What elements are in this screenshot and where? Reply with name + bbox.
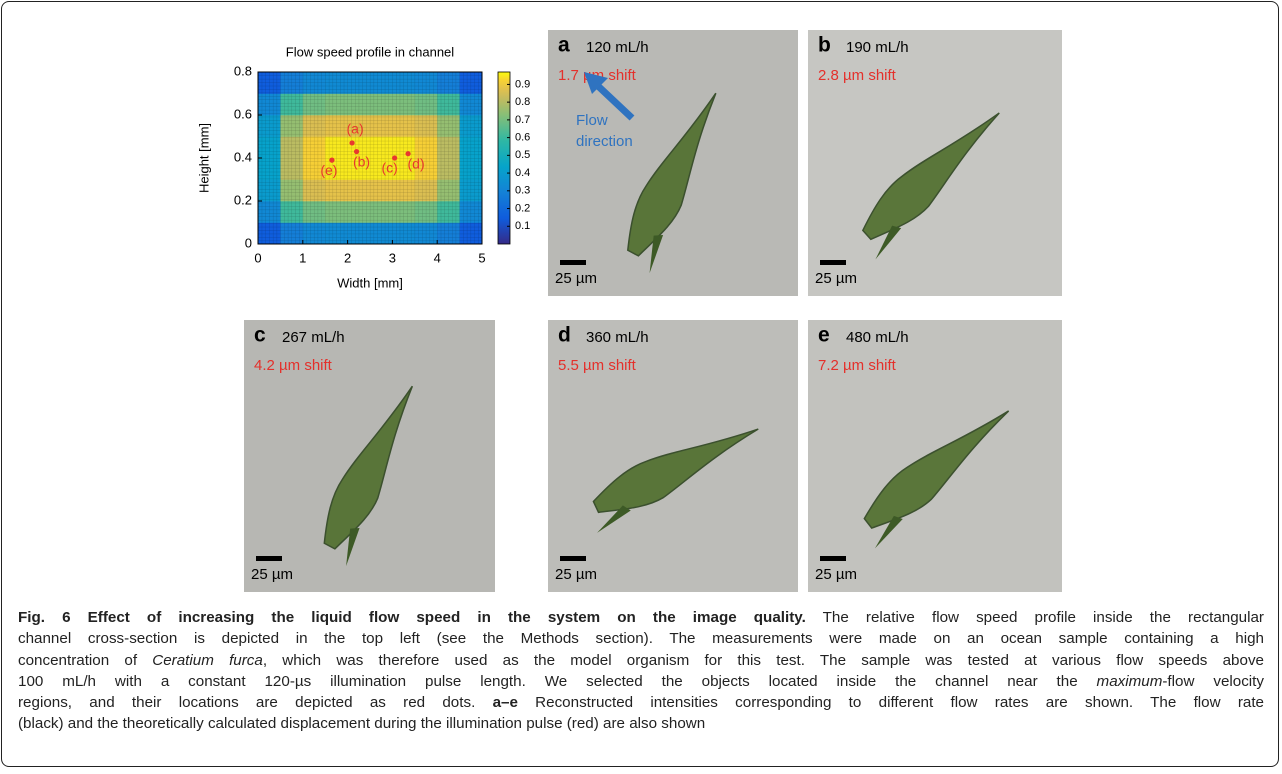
caption-line: channel cross-section is depicted in the… — [18, 628, 1264, 649]
y-tick-label: 0.4 — [234, 149, 252, 164]
scale-label: 25 µm — [251, 566, 293, 583]
scale-label: 25 µm — [815, 270, 857, 287]
scale-bar — [820, 260, 846, 265]
location-dot — [349, 140, 354, 145]
flow-annotation: Flow — [576, 112, 608, 129]
caption-text: The relative flow speed profile inside t… — [806, 609, 1264, 626]
x-tick-label: 4 — [434, 250, 441, 265]
panel-letter: a — [558, 34, 570, 57]
figure: Flow speed profile in channel Width [mm] H… — [0, 0, 1282, 600]
pixel-shift: 5.5 µm shift — [558, 357, 637, 374]
colorbar-tick-label: 0.4 — [515, 167, 530, 179]
pixel-shift: 4.2 µm shift — [254, 357, 333, 374]
panel-letter: e — [818, 324, 830, 347]
caption-line: concentration of Ceratium furca, which w… — [18, 650, 1264, 671]
scale-label: 25 µm — [815, 566, 857, 583]
flow-rate: 267 mL/h — [282, 329, 345, 346]
scale-bar — [560, 260, 586, 265]
caption-title: Fig. 6 Effect of increasing the liquid f… — [18, 609, 806, 626]
scale-label: 25 µm — [555, 566, 597, 583]
caption-text: (black) and the theoretically calculated… — [18, 715, 705, 732]
x-axis-label: Width [mm] — [337, 275, 403, 290]
panel-letter: b — [818, 34, 831, 57]
scale-bar — [256, 556, 282, 561]
location-label: (b) — [353, 153, 370, 169]
colorbar-tick-label: 0.8 — [515, 96, 530, 108]
colorbar-tick-label: 0.1 — [515, 220, 530, 232]
caption-line: (black) and the theoretically calculated… — [18, 713, 1264, 734]
y-tick-label: 0.8 — [234, 63, 252, 78]
caption-text: Reconstructed intensities corresponding … — [518, 694, 1264, 711]
location-label: (a) — [347, 121, 364, 137]
pixel-shift: 2.8 µm shift — [818, 67, 897, 84]
caption-line: Fig. 6 Effect of increasing the liquid f… — [18, 607, 1264, 628]
flow-rate: 360 mL/h — [586, 329, 649, 346]
caption-line: 100 mL/h with a constant 120-µs illumina… — [18, 671, 1264, 692]
caption-text: regions, and their locations are depicte… — [18, 694, 493, 711]
y-tick-label: 0 — [245, 235, 252, 250]
flow-rate: 190 mL/h — [846, 39, 909, 56]
x-tick-label: 5 — [478, 250, 485, 265]
location-label: (c) — [381, 160, 397, 176]
caption-text: , which was therefore used as the model … — [263, 652, 1264, 669]
flow-rate: 480 mL/h — [846, 329, 909, 346]
scale-label: 25 µm — [555, 270, 597, 287]
y-axis-label: Height [mm] — [196, 123, 211, 193]
colorbar-tick-label: 0.6 — [515, 132, 530, 144]
caption-text: -flow velocity — [1162, 673, 1264, 690]
location-label: (e) — [320, 162, 337, 178]
colorbar-tick-label: 0.9 — [515, 78, 530, 90]
scale-bar — [820, 556, 846, 561]
chart-title: Flow speed profile in channel — [286, 44, 454, 59]
caption-text: 100 mL/h with a constant 120-µs illumina… — [18, 673, 1097, 690]
x-tick-label: 1 — [299, 250, 306, 265]
colorbar-tick-label: 0.5 — [515, 149, 530, 161]
colorbar-tick-label: 0.7 — [515, 114, 530, 126]
y-tick-label: 0.2 — [234, 192, 252, 207]
caption-panel-ref: a–e — [493, 694, 518, 711]
location-label: (d) — [408, 155, 425, 171]
pixel-shift: 7.2 µm shift — [818, 357, 897, 374]
colorbar-tick-label: 0.2 — [515, 202, 530, 214]
caption-emphasis: maximum — [1097, 673, 1163, 690]
caption-species: Ceratium furca — [152, 652, 263, 669]
panel-letter: d — [558, 324, 571, 347]
x-tick-label: 2 — [344, 250, 351, 265]
caption-text: channel cross-section is depicted in the… — [18, 630, 1264, 647]
colorbar — [498, 72, 510, 244]
y-tick-label: 0.6 — [234, 106, 252, 121]
panel-letter: c — [254, 324, 266, 347]
caption-line: regions, and their locations are depicte… — [18, 692, 1264, 713]
scale-bar — [560, 556, 586, 561]
caption-text: concentration of — [18, 652, 152, 669]
x-tick-label: 0 — [254, 250, 261, 265]
colorbar-tick-label: 0.3 — [515, 185, 530, 197]
flow-annotation: direction — [576, 133, 633, 150]
caption: Fig. 6 Effect of increasing the liquid f… — [18, 607, 1264, 735]
flow-rate: 120 mL/h — [586, 39, 649, 56]
x-tick-label: 3 — [389, 250, 396, 265]
